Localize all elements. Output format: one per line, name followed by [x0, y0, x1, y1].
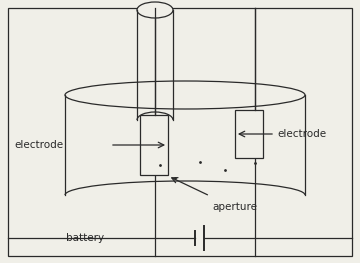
Bar	[235, 110, 263, 158]
Text: aperture: aperture	[212, 202, 257, 212]
Text: battery: battery	[66, 233, 104, 243]
Ellipse shape	[137, 2, 173, 18]
Text: electrode: electrode	[14, 140, 63, 150]
Bar	[140, 115, 168, 175]
Text: electrode: electrode	[277, 129, 326, 139]
